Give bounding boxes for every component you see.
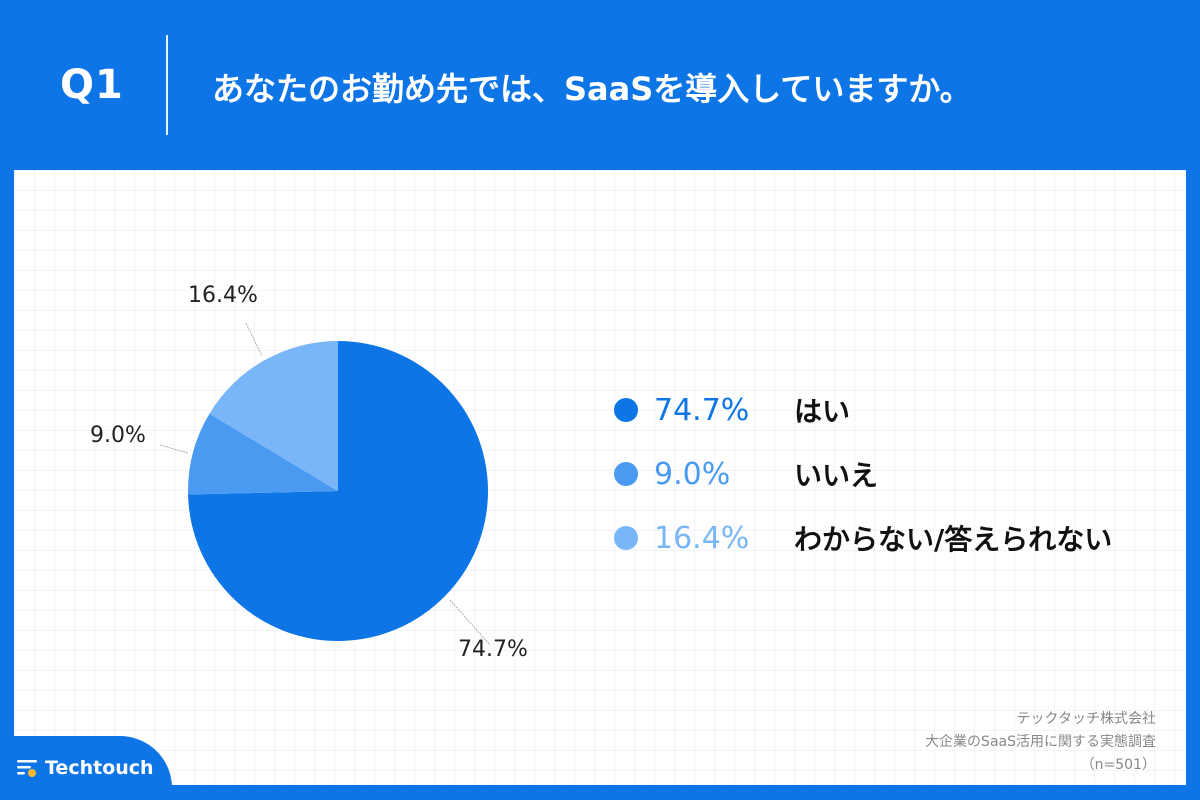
legend-item-yes: 74.7% はい <box>614 378 1112 442</box>
legend-label: はい <box>794 395 851 428</box>
legend-item-no: 9.0% いいえ <box>614 442 1112 506</box>
pie-slice-yes <box>188 341 488 641</box>
legend-percent: 9.0% <box>654 456 731 492</box>
leader-line-yes <box>449 599 491 646</box>
header-divider <box>166 35 168 135</box>
chart-legend: 74.7% はい 9.0% いいえ 16.4% わからない/答えられない <box>614 378 1112 570</box>
techtouch-logo: Techtouch <box>17 757 154 779</box>
pie-chart <box>159 322 491 646</box>
legend-item-unknown: 16.4% わからない/答えられない <box>614 506 1112 570</box>
techtouch-logo-icon <box>17 760 37 777</box>
pie-label-no: 9.0% <box>90 423 146 448</box>
legend-percent: 16.4% <box>654 520 750 556</box>
credit-sample: （n=501） <box>1080 757 1156 773</box>
logo-text: Techtouch <box>45 757 154 779</box>
legend-label: わからない/答えられない <box>794 523 1113 556</box>
chart-panel: 16.4% 9.0% 74.7% <box>14 170 1186 785</box>
legend-percent: 74.7% <box>654 392 750 428</box>
pie-label-unknown: 16.4% <box>188 283 258 308</box>
question-title: あなたのお勤め先では、SaaSを導入していますか。 <box>212 70 972 108</box>
legend-dot-icon <box>614 526 638 550</box>
legend-dot-icon <box>614 462 638 486</box>
leader-line-unknown <box>245 322 263 357</box>
pie-slice-unknown <box>209 341 338 491</box>
pie-slice-no <box>188 413 338 495</box>
source-credit: テックタッチ株式会社 大企業のSaaS活用に関する実態調査 （n=501） <box>925 708 1156 777</box>
legend-label: いいえ <box>794 459 879 492</box>
credit-company: テックタッチ株式会社 <box>1016 711 1156 727</box>
legend-dot-icon <box>614 398 638 422</box>
leader-line-no <box>159 444 189 454</box>
question-number: Q1 <box>60 62 124 108</box>
pie-label-yes: 74.7% <box>458 637 528 662</box>
header: Q1 あなたのお勤め先では、SaaSを導入していますか。 <box>0 0 1200 170</box>
credit-survey: 大企業のSaaS活用に関する実態調査 <box>925 734 1156 750</box>
